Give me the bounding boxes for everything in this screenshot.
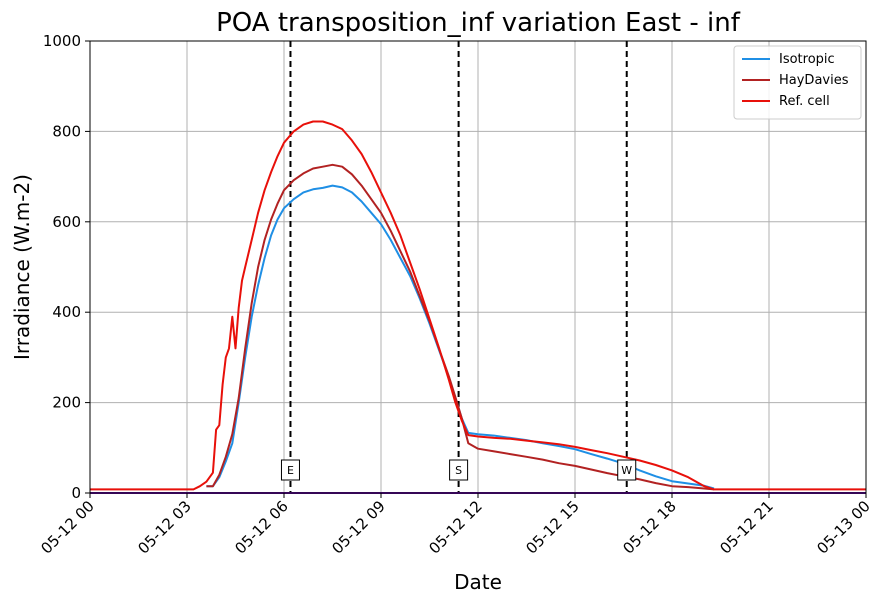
marker-label-box xyxy=(280,459,300,481)
marker-label: W xyxy=(621,464,632,477)
x-tick-label: 05-12 12 xyxy=(425,497,485,557)
y-tick-label: 0 xyxy=(71,484,81,502)
x-axis-label: Date xyxy=(454,570,502,594)
x-tick-label: 05-13 00 xyxy=(813,497,873,557)
series-line-ref-cell xyxy=(90,120,866,491)
y-tick-label: 400 xyxy=(52,303,81,321)
y-tick-label: 800 xyxy=(52,122,81,140)
chart-title: POA transposition_inf variation East - i… xyxy=(216,8,741,38)
y-tick-label: 1000 xyxy=(43,32,81,50)
legend: Isotropic HayDavies Ref. cell xyxy=(733,45,862,120)
y-tick-label: 200 xyxy=(52,394,81,412)
x-tick-label: 05-12 03 xyxy=(134,497,194,557)
x-tick-label: 05-12 21 xyxy=(716,497,776,557)
x-axis: 05-12 00 05-12 03 05-12 06 05-12 09 05-12 12… xyxy=(37,493,874,558)
y-axis: 0 200 400 600 800 1000 xyxy=(43,32,90,502)
marker-label-box xyxy=(617,459,637,481)
marker-label-box xyxy=(449,459,469,481)
x-tick-label: 05-12 06 xyxy=(231,497,291,557)
marker-label: S xyxy=(455,464,462,477)
x-tick-label: 05-12 15 xyxy=(522,497,582,557)
vertical-markers xyxy=(289,41,628,493)
y-tick-label: 600 xyxy=(52,213,81,231)
y-axis-label: Irradiance (W.m-2) xyxy=(10,174,34,360)
legend-label: HayDavies xyxy=(779,73,849,88)
marker-label: E xyxy=(287,464,294,477)
series-line-isotropic xyxy=(206,184,715,490)
legend-label: Ref. cell xyxy=(779,94,830,109)
legend-label: Isotropic xyxy=(779,52,835,67)
series-line-haydavies xyxy=(206,163,715,491)
x-tick-label: 05-12 09 xyxy=(328,497,388,557)
x-tick-label: 05-12 18 xyxy=(619,497,679,557)
x-tick-label: 05-12 00 xyxy=(37,497,97,557)
